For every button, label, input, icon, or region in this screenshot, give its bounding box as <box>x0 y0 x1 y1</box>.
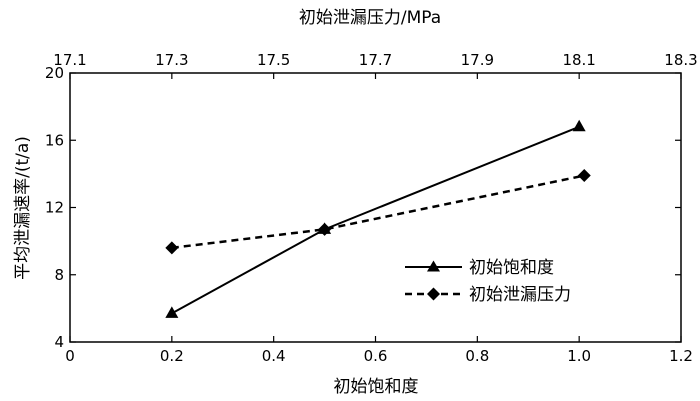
plot-area-border <box>69 72 682 343</box>
bottom-axis-tick-label: 0.6 <box>364 347 388 365</box>
bottom-axis-tick-label: 1.0 <box>567 347 591 365</box>
y-axis-tick-label: 20 <box>45 64 64 82</box>
top-axis-tick-label: 18.3 <box>664 51 697 69</box>
bottom-axis-title: 初始饱和度 <box>334 377 419 397</box>
legend: 初始饱和度 初始泄漏压力 <box>405 258 571 305</box>
series-group <box>165 119 591 318</box>
legend-entry-pressure: 初始泄漏压力 <box>405 285 571 305</box>
legend-triangle-marker <box>427 260 440 272</box>
legend-label-pressure: 初始泄漏压力 <box>469 285 571 305</box>
top-axis-title: 初始泄漏压力/MPa <box>299 8 441 28</box>
diamond-marker <box>318 222 332 236</box>
plot-frame <box>69 72 682 343</box>
top-axis-tick-label: 17.9 <box>461 51 494 69</box>
y-axis-tick-label: 4 <box>54 333 64 351</box>
legend-diamond-marker <box>427 287 440 301</box>
legend-label-saturation: 初始饱和度 <box>469 258 554 278</box>
legend-entry-saturation: 初始饱和度 <box>405 258 554 278</box>
y-axis-tick-label: 12 <box>45 199 64 217</box>
top-axis-tick-label: 17.1 <box>53 51 86 69</box>
y-axis-tick-label: 8 <box>54 266 64 284</box>
top-axis-tick-label: 18.1 <box>562 51 595 69</box>
bottom-axis-tick-label: 0.4 <box>262 347 286 365</box>
bottom-axis-tick-label: 0.8 <box>465 347 489 365</box>
top-axis-tick-label: 17.3 <box>155 51 188 69</box>
bottom-axis-tick-label: 1.2 <box>669 347 693 365</box>
bottom-axis-tick-label: 0 <box>65 347 75 365</box>
diamond-marker <box>577 169 591 183</box>
diamond-marker <box>165 241 179 255</box>
top-axis-tick-label: 17.7 <box>359 51 392 69</box>
series-line-1 <box>171 174 585 250</box>
triangle-marker <box>165 306 179 318</box>
bottom-axis-tick-label: 0.2 <box>160 347 184 365</box>
axis-ticks: 0 0.2 0.4 0.6 0.8 1.0 1.2 17.1 17.3 17.5 17.7 17.9 1… <box>45 51 698 365</box>
y-axis-tick-label: 16 <box>45 131 64 149</box>
y-axis-title: 平均泄漏速率/(t/a) <box>13 136 33 280</box>
triangle-marker <box>572 119 586 132</box>
top-axis-tick-label: 17.5 <box>257 51 290 69</box>
